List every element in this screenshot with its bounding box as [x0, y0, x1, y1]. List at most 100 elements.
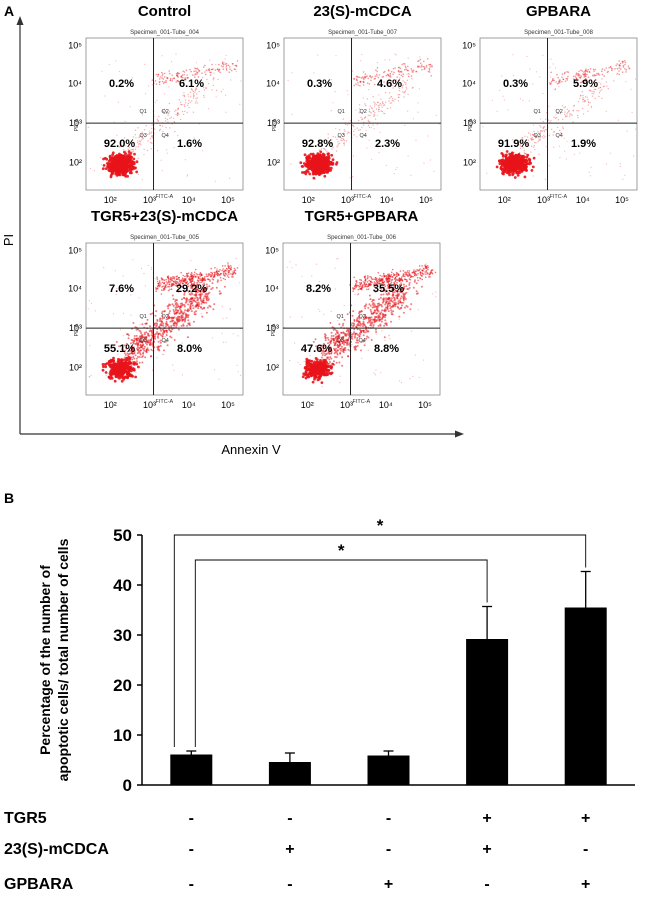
quadrant-label-q4: Q4	[360, 133, 367, 139]
flow-x-channel: FITC-A	[156, 194, 174, 200]
flow-event	[566, 113, 568, 115]
flow-event	[362, 320, 365, 323]
flow-event	[113, 121, 115, 123]
flow-event	[603, 75, 605, 77]
flow-event	[333, 363, 336, 366]
flow-event	[370, 313, 373, 315]
flow-event	[566, 141, 568, 143]
flow-event	[89, 345, 91, 347]
flow-event	[198, 69, 201, 72]
flow-event	[374, 114, 376, 116]
flow-event	[213, 369, 216, 371]
flow-event	[593, 70, 595, 72]
flow-event	[330, 153, 334, 157]
flow-event	[419, 62, 422, 65]
flow-event	[165, 281, 168, 283]
flow-event	[572, 75, 575, 78]
flow-event	[158, 280, 161, 282]
flow-event	[143, 345, 146, 348]
flow-event	[340, 331, 342, 334]
flow-event	[355, 83, 357, 85]
flow-event	[364, 75, 367, 78]
flow-event	[388, 81, 391, 84]
flow-event	[371, 158, 373, 160]
flow-event	[550, 80, 553, 83]
flow-event	[170, 288, 173, 291]
flow-event	[143, 154, 145, 156]
flow-event	[326, 165, 328, 167]
flow-event	[151, 135, 153, 137]
flow-event	[382, 313, 385, 316]
flow-event	[501, 154, 505, 158]
flow-event	[591, 92, 593, 95]
flow-event	[423, 68, 426, 70]
flow-event	[576, 114, 579, 117]
flow-event	[327, 170, 329, 172]
flow-event	[137, 127, 139, 129]
flow-event	[356, 136, 358, 138]
flow-event	[417, 66, 419, 68]
flow-event	[212, 77, 215, 79]
flow-event	[220, 279, 222, 282]
flow-event	[343, 144, 345, 146]
flow-event	[628, 67, 631, 70]
flow-event	[196, 93, 198, 95]
flow-event	[329, 154, 332, 156]
flow-event	[370, 107, 373, 109]
flow-event	[161, 55, 163, 57]
flow-event	[322, 158, 325, 162]
flow-event	[132, 136, 134, 138]
flow-event	[337, 136, 339, 138]
flow-event	[221, 305, 223, 307]
flow-event	[224, 58, 226, 60]
flow-event	[197, 102, 199, 104]
flow-event	[417, 102, 419, 104]
flow-y-tick: 10⁵	[462, 41, 476, 51]
flow-event	[579, 152, 581, 154]
flow-event	[290, 163, 292, 165]
flow-event	[204, 73, 207, 76]
flow-event	[392, 273, 395, 275]
flow-event	[381, 110, 384, 113]
flow-event	[195, 310, 198, 313]
flow-event	[117, 156, 120, 158]
flow-event	[578, 110, 580, 112]
flow-event	[399, 77, 401, 79]
flow-event	[212, 79, 214, 81]
flow-event	[195, 100, 197, 102]
flow-event	[167, 121, 169, 123]
flow-event	[207, 68, 210, 71]
flow-event	[421, 265, 423, 267]
flow-event	[140, 344, 143, 347]
flow-event	[300, 165, 304, 168]
flow-event	[209, 74, 212, 76]
flow-event	[531, 165, 535, 169]
flow-event	[527, 157, 531, 161]
flow-event	[306, 374, 309, 378]
flow-event	[596, 72, 598, 75]
flow-event	[177, 135, 179, 137]
flow-event	[397, 96, 400, 99]
flow-event	[543, 134, 545, 136]
flow-event	[337, 141, 339, 143]
flow-event	[177, 76, 179, 78]
flow-event	[130, 159, 134, 163]
flow-event	[158, 115, 160, 118]
flow-event	[357, 84, 360, 86]
flow-event	[326, 364, 328, 367]
flow-event	[342, 118, 344, 120]
flow-event	[387, 74, 390, 77]
flow-event	[363, 78, 365, 81]
flow-event	[378, 298, 380, 301]
quadrant-q4-percent: 2.3%	[375, 138, 400, 150]
flow-event	[582, 73, 585, 76]
flow-event	[584, 100, 587, 102]
flow-event	[572, 109, 574, 112]
flow-event	[354, 128, 356, 130]
flow-event	[360, 331, 363, 334]
flow-y-tick: 10⁵	[266, 41, 280, 51]
flow-event	[184, 309, 187, 312]
flow-event	[124, 365, 128, 368]
flow-event	[431, 66, 433, 68]
flow-event	[561, 81, 563, 83]
